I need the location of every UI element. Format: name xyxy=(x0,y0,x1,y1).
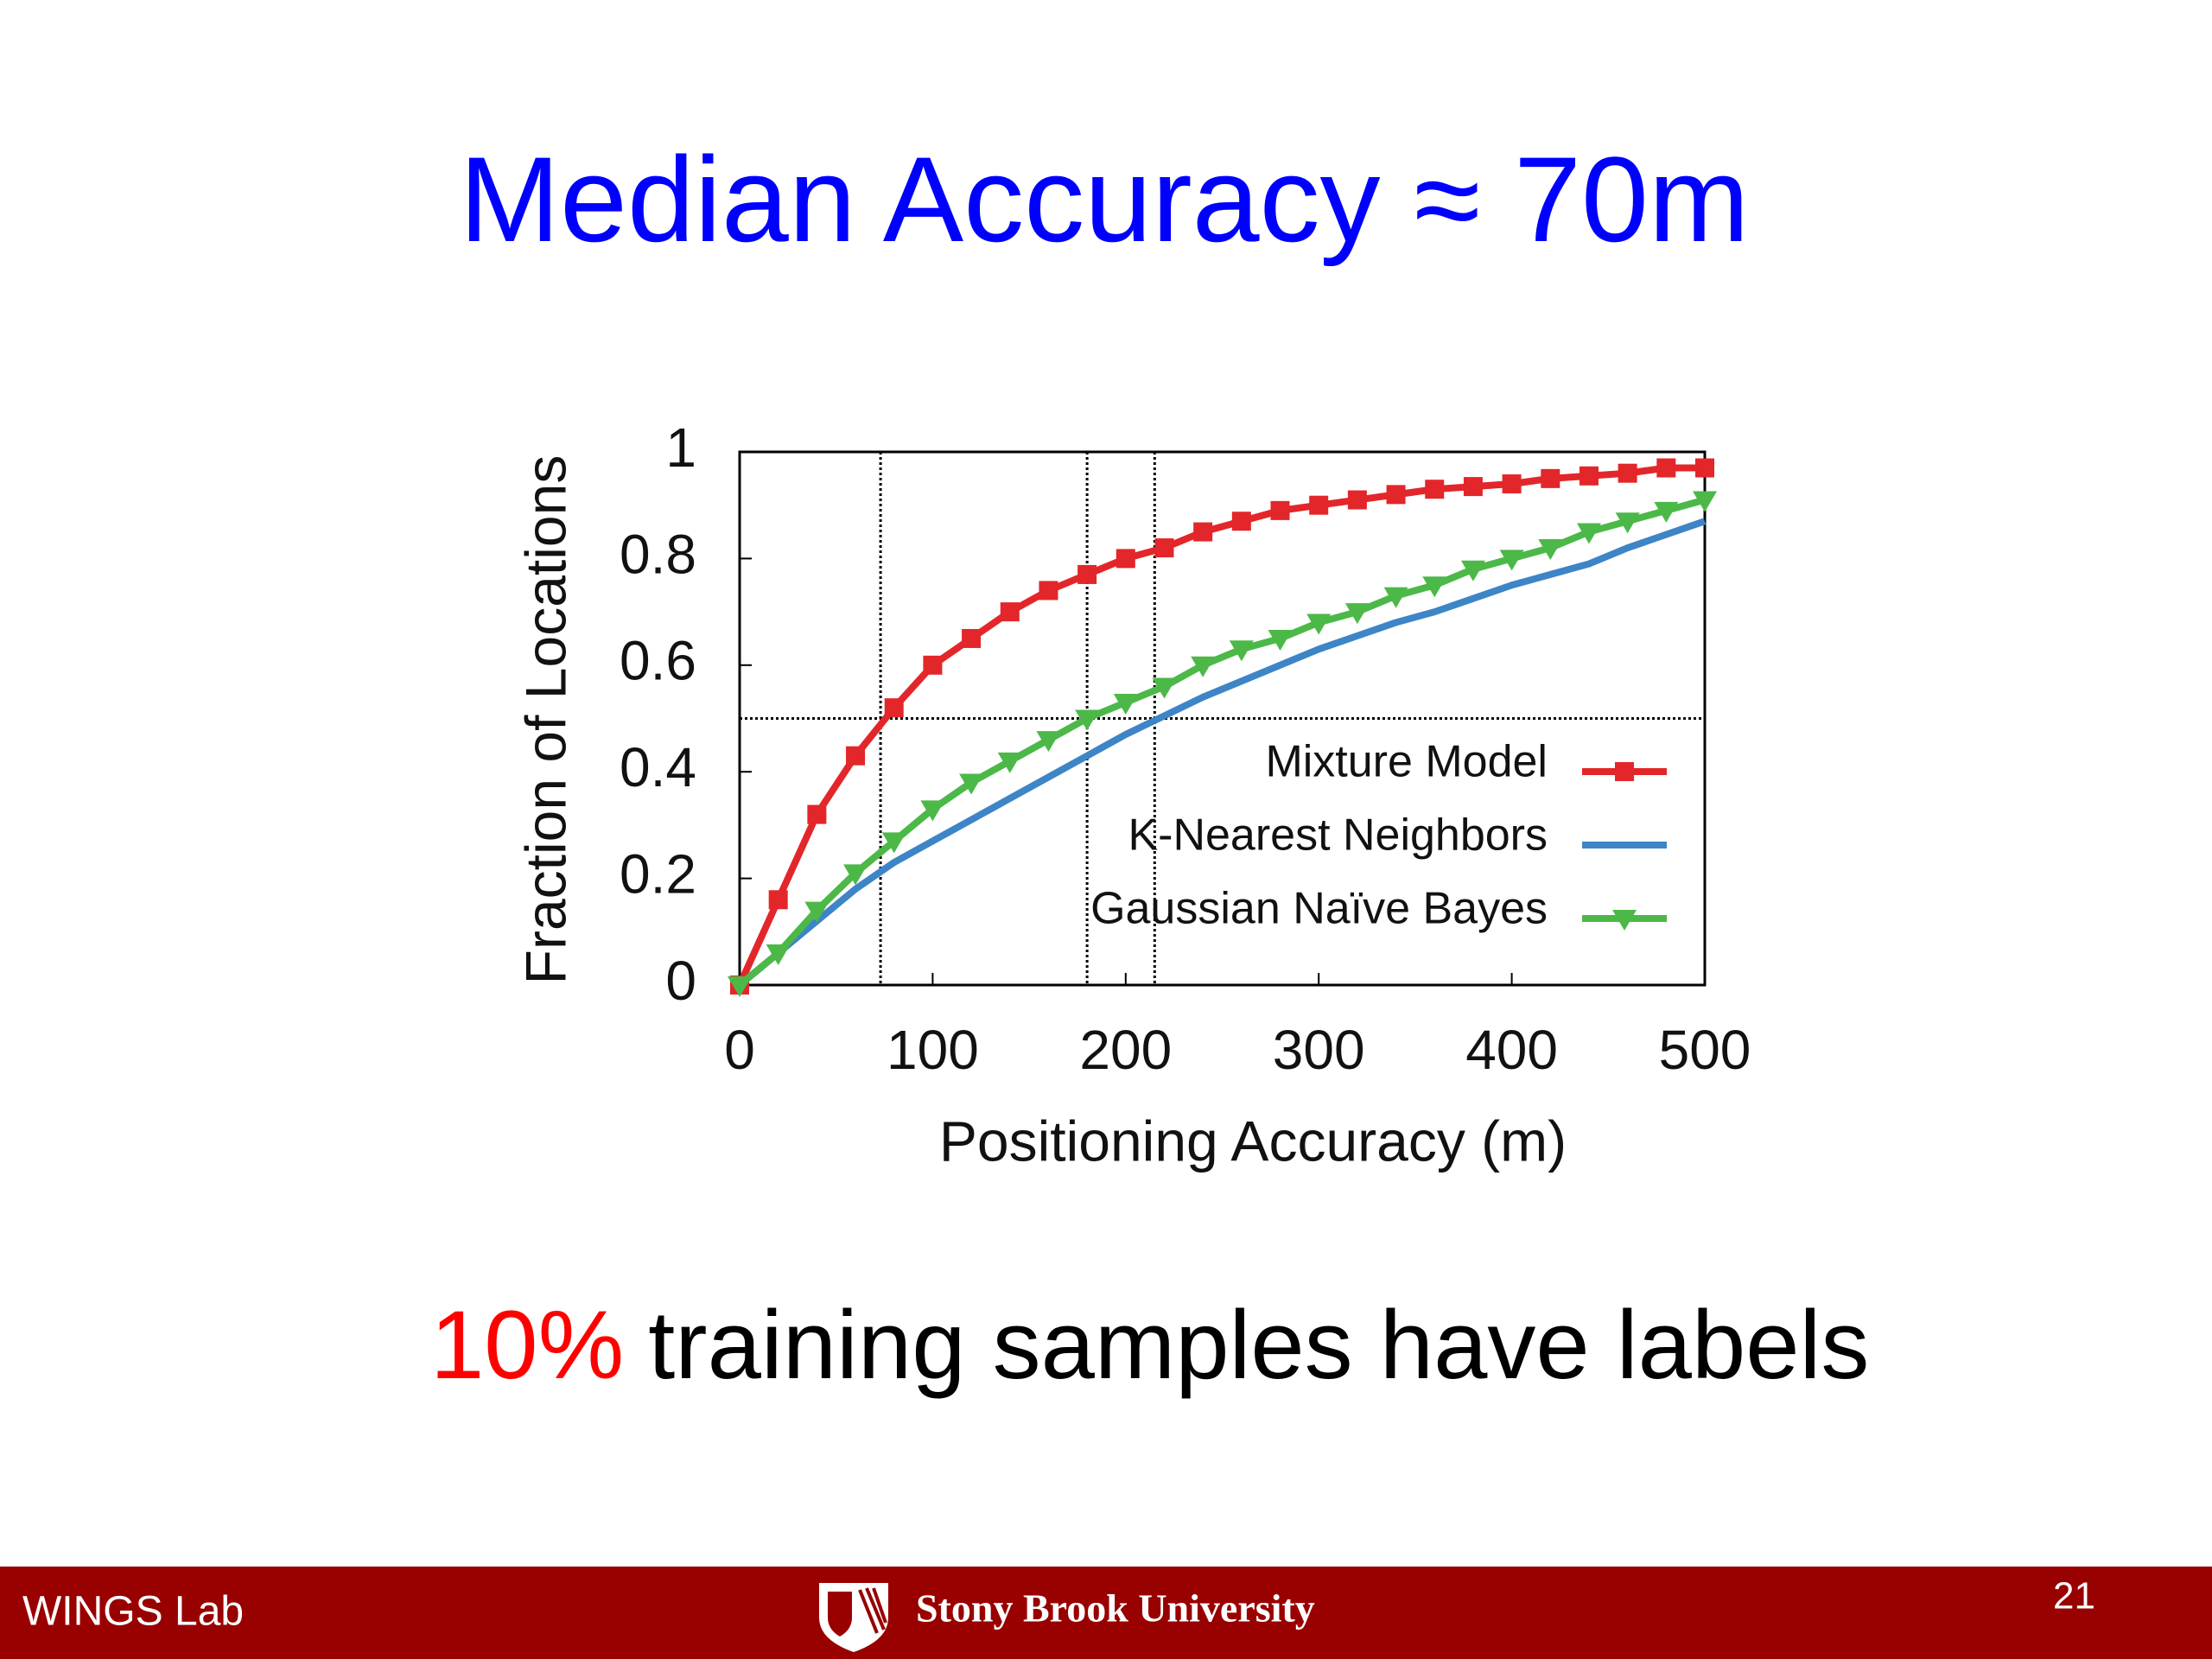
legend-label: Gaussian Naïve Bayes xyxy=(1090,884,1548,934)
marker xyxy=(766,944,791,965)
x-tick-label: 100 xyxy=(887,1019,979,1081)
marker xyxy=(1268,629,1293,651)
marker xyxy=(997,752,1022,773)
marker xyxy=(959,773,984,795)
marker xyxy=(920,800,945,822)
series-line xyxy=(737,518,1707,988)
marker xyxy=(1077,564,1097,584)
marker xyxy=(1612,910,1637,931)
caption-highlight: 10% xyxy=(430,1291,624,1399)
marker xyxy=(1576,523,1601,544)
y-tick-label: 0.8 xyxy=(620,523,696,585)
marker xyxy=(846,746,866,766)
marker xyxy=(1499,550,1524,571)
marker xyxy=(1502,474,1522,494)
marker xyxy=(1347,490,1367,510)
y-tick-label: 0 xyxy=(665,950,696,1012)
page-number: 21 xyxy=(2053,1575,2095,1618)
marker xyxy=(1383,587,1408,608)
slide-title: Median Accuracy ≈ 70m xyxy=(459,131,1749,267)
marker xyxy=(1152,677,1177,699)
marker xyxy=(804,901,830,923)
marker xyxy=(1656,458,1676,478)
marker xyxy=(923,655,943,675)
marker xyxy=(1695,458,1714,478)
footer-bar xyxy=(0,1567,2212,1659)
footer-logo: Stony Brook University xyxy=(916,1586,1315,1630)
caption-text: training samples have labels xyxy=(648,1291,1869,1399)
marker xyxy=(1154,538,1174,558)
logo-shield-inner xyxy=(828,1592,852,1637)
marker xyxy=(881,832,906,854)
marker xyxy=(1422,576,1447,598)
marker xyxy=(1579,466,1599,486)
legend-label: Mixture Model xyxy=(1265,737,1548,787)
caption: 10% training samples have labels xyxy=(430,1291,1869,1399)
y-tick-label: 0.4 xyxy=(620,736,696,798)
x-tick-label: 400 xyxy=(1465,1019,1558,1081)
marker xyxy=(1693,491,1717,512)
x-tick-label: 500 xyxy=(1659,1019,1751,1081)
marker xyxy=(1309,495,1329,515)
marker xyxy=(1000,602,1020,622)
marker xyxy=(1036,731,1061,753)
marker xyxy=(807,804,827,824)
x-tick-label: 300 xyxy=(1273,1019,1365,1081)
x-tick-label: 200 xyxy=(1079,1019,1172,1081)
marker xyxy=(1615,762,1634,781)
marker xyxy=(884,698,904,718)
marker xyxy=(1075,709,1100,731)
logo-rays xyxy=(858,1587,887,1634)
y-tick-label: 0.2 xyxy=(620,843,696,906)
marker xyxy=(1654,501,1679,523)
marker xyxy=(1113,693,1138,715)
x-axis-title: Positioning Accuracy (m) xyxy=(939,1109,1567,1173)
marker xyxy=(1193,522,1213,542)
y-tick-label: 1 xyxy=(665,416,696,479)
marker xyxy=(1425,480,1445,499)
footer-left: WINGS Lab xyxy=(22,1589,244,1635)
x-tick-label: 0 xyxy=(724,1019,755,1081)
marker xyxy=(1618,463,1637,483)
marker xyxy=(1463,477,1483,497)
marker xyxy=(1191,656,1216,677)
marker xyxy=(1039,581,1058,601)
y-axis-title: Fraction of Locations xyxy=(513,455,577,985)
marker xyxy=(962,628,982,648)
marker xyxy=(1229,640,1254,662)
y-tick-label: 0.6 xyxy=(620,630,696,692)
marker xyxy=(1270,500,1290,520)
marker xyxy=(1538,539,1563,561)
marker xyxy=(1306,613,1332,635)
marker xyxy=(1344,603,1370,625)
legend-label: K-Nearest Neighbors xyxy=(1128,810,1548,861)
marker xyxy=(728,976,752,997)
marker xyxy=(1231,512,1251,531)
marker xyxy=(1615,512,1640,534)
marker xyxy=(1541,468,1560,488)
marker xyxy=(1386,485,1406,505)
marker xyxy=(1116,549,1135,569)
marker xyxy=(843,864,868,886)
marker xyxy=(1460,560,1485,582)
marker xyxy=(768,890,788,910)
